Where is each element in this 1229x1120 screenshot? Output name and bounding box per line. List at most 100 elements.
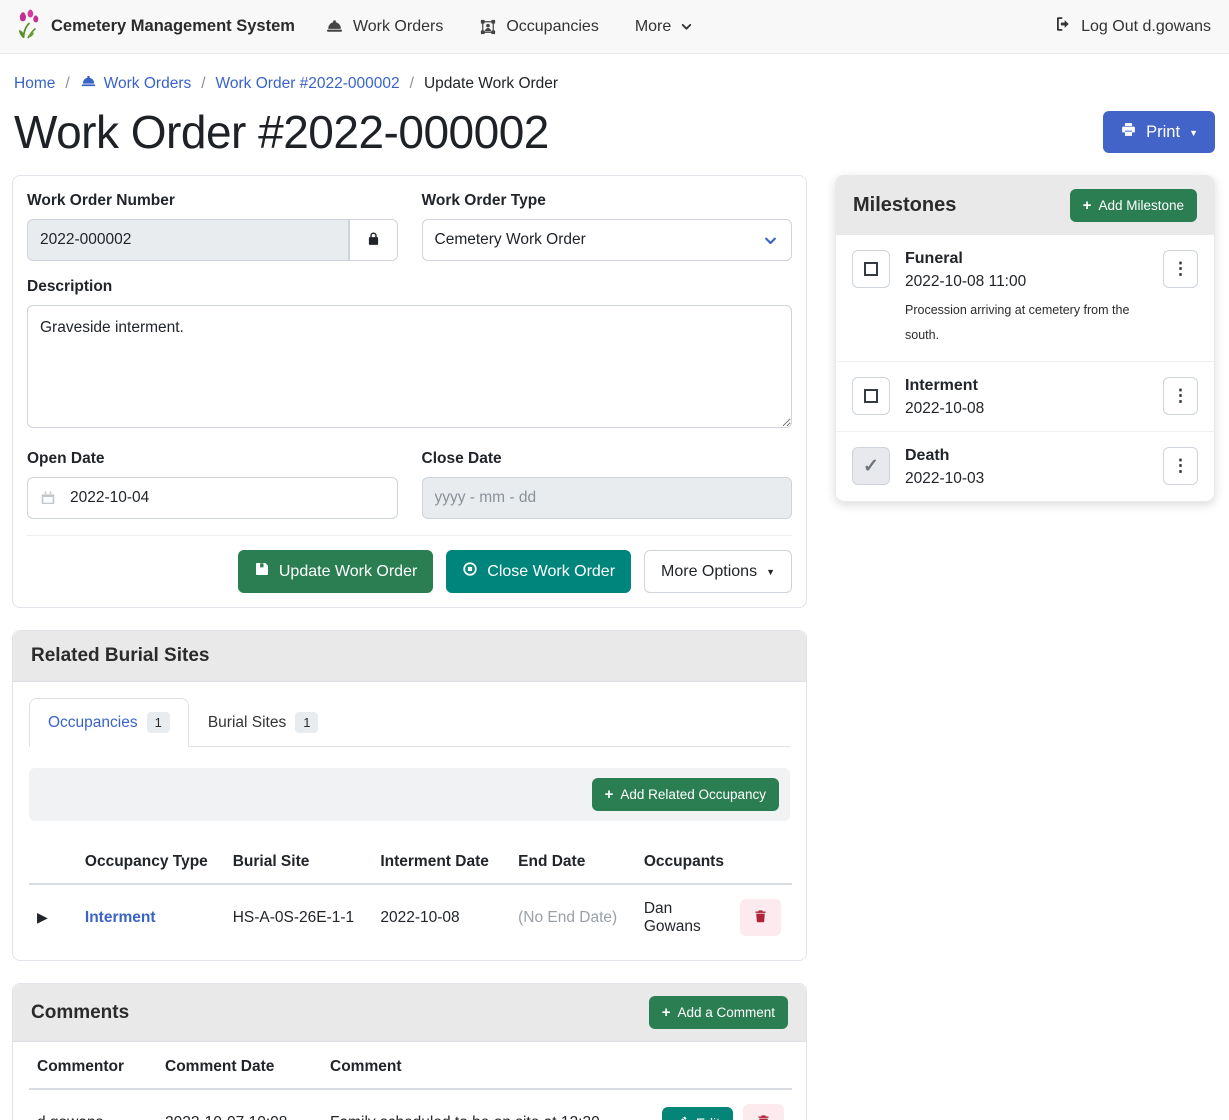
nav-more[interactable]: More	[635, 18, 693, 36]
delete-occupancy-button[interactable]	[739, 899, 781, 936]
milestone-checkbox[interactable]	[852, 250, 890, 288]
work-order-number-input	[27, 219, 349, 261]
commentor-header: Commentor	[29, 1048, 157, 1090]
kebab-icon: ⋮	[1172, 259, 1189, 278]
work-order-type-value: Cemetery Work Order	[434, 231, 586, 248]
open-date-input[interactable]	[27, 477, 398, 519]
comment-header: Comment	[322, 1048, 654, 1090]
row-expander-play-icon[interactable]: ▶	[37, 908, 48, 925]
comments-card: Comments + Add a Comment Commentor Comme…	[12, 983, 807, 1120]
calendar-icon	[40, 490, 56, 506]
related-burial-sites-title: Related Burial Sites	[31, 645, 210, 666]
occupancy-type-link[interactable]: Interment	[84, 908, 156, 926]
logout-icon	[1054, 15, 1072, 38]
close-date-input[interactable]	[421, 477, 792, 519]
page-title: Work Order #2022-000002	[14, 106, 549, 158]
breadcrumb-separator: /	[409, 75, 414, 92]
occupant-frame-icon	[479, 18, 497, 36]
tulip-logo-icon	[16, 9, 42, 44]
comments-header: Comments + Add a Comment	[13, 984, 806, 1042]
edit-comment-label: Edit	[696, 1115, 720, 1120]
breadcrumb-home[interactable]: Home	[14, 75, 56, 92]
main-content: Work Order Number Work Order	[0, 159, 1229, 1120]
comment-table-row: d.gowans 2022-10-07 10:08 Family schedul…	[29, 1089, 792, 1120]
add-comment-button[interactable]: + Add a Comment	[648, 996, 788, 1029]
burial-site-cell: HS-A-0S-26E-1-1	[232, 908, 355, 926]
nav-work-orders-label: Work Orders	[352, 17, 444, 35]
related-burial-sites-header: Related Burial Sites	[13, 631, 806, 682]
breadcrumb: Home / Work Orders / Work Order #2022-00…	[0, 54, 1229, 95]
milestone-menu-button[interactable]: ⋮	[1163, 250, 1198, 288]
tab-occupancies-count: 1	[146, 712, 170, 733]
tab-occupancies-label: Occupancies	[48, 713, 138, 731]
milestones-panel: Milestones + Add Milestone Funeral 2022-…	[835, 175, 1215, 502]
comment-actions-header	[653, 1048, 792, 1090]
plus-icon: +	[604, 786, 614, 803]
occupancies-toolbar: + Add Related Occupancy	[29, 768, 790, 821]
close-work-order-label: Close Work Order	[487, 562, 616, 580]
expander-column-header	[29, 843, 77, 885]
close-date-label: Close Date	[421, 450, 502, 467]
add-milestone-button[interactable]: + Add Milestone	[1069, 189, 1197, 222]
breadcrumb-work-order[interactable]: Work Order #2022-000002	[215, 75, 400, 92]
comment-date-header: Comment Date	[157, 1048, 322, 1090]
milestone-body: Interment 2022-10-08	[905, 377, 1148, 418]
comments-table: Commentor Comment Date Comment d.gowans …	[29, 1048, 792, 1120]
chevron-down-icon	[680, 20, 693, 33]
add-related-occupancy-button[interactable]: + Add Related Occupancy	[591, 778, 779, 811]
breadcrumb-work-orders[interactable]: Work Orders	[80, 73, 191, 95]
occupants-header: Occupants	[635, 843, 732, 885]
print-button[interactable]: Print ▼	[1103, 111, 1215, 153]
kebab-icon: ⋮	[1172, 456, 1189, 475]
breadcrumb-separator: /	[201, 75, 206, 92]
tab-burial-sites-count: 1	[295, 712, 319, 733]
left-column: Work Order Number Work Order	[12, 175, 807, 1120]
plus-icon: +	[1082, 197, 1092, 214]
interment-date-header: Interment Date	[372, 843, 511, 885]
nav-more-label: More	[634, 17, 672, 35]
tab-burial-sites-label: Burial Sites	[207, 713, 287, 731]
milestone-title: Funeral	[905, 250, 963, 267]
stop-circle-icon	[462, 561, 478, 582]
milestone-item-interment: Interment 2022-10-08 ⋮	[836, 362, 1214, 432]
milestone-checkbox[interactable]	[852, 377, 890, 415]
description-textarea[interactable]: Graveside interment.	[27, 305, 792, 428]
occupancy-table-row: ▶ Interment HS-A-0S-26E-1-1 2022-10-08 (…	[29, 884, 792, 950]
open-date-label: Open Date	[27, 450, 105, 467]
top-navbar: Cemetery Management System Work Orders O…	[0, 0, 1229, 54]
work-order-form-card: Work Order Number Work Order	[12, 175, 807, 608]
comments-title: Comments	[31, 1001, 130, 1023]
hard-hat-icon	[80, 73, 97, 95]
nav-occupancies[interactable]: Occupancies	[479, 18, 599, 36]
nav-occupancies-label: Occupancies	[506, 17, 599, 35]
description-field-group: Description Graveside interment.	[27, 278, 792, 433]
lock-button[interactable]	[348, 219, 398, 261]
print-label: Print	[1146, 122, 1181, 141]
milestone-checkbox-checked[interactable]: ✓	[852, 447, 890, 485]
logout-button[interactable]: Log Out d.gowans	[1054, 15, 1211, 38]
caret-down-icon: ▼	[766, 567, 775, 577]
kebab-icon: ⋮	[1172, 386, 1189, 405]
nav-work-orders[interactable]: Work Orders	[325, 17, 443, 36]
add-comment-label: Add a Comment	[677, 1005, 775, 1020]
work-order-type-label: Work Order Type	[421, 192, 546, 209]
trash-icon	[756, 1113, 771, 1120]
open-date-field-group: Open Date	[27, 450, 398, 519]
work-order-number-field-group: Work Order Number	[27, 192, 398, 261]
page-header: Work Order #2022-000002 Print ▼	[0, 95, 1229, 159]
more-options-button[interactable]: More Options ▼	[644, 550, 792, 593]
milestone-menu-button[interactable]: ⋮	[1163, 447, 1198, 485]
close-work-order-button[interactable]: Close Work Order	[446, 550, 632, 593]
work-order-type-select[interactable]: Cemetery Work Order	[421, 219, 792, 261]
work-order-number-label: Work Order Number	[27, 192, 175, 209]
close-date-field-group: Close Date	[421, 450, 792, 519]
tab-burial-sites[interactable]: Burial Sites 1	[189, 698, 338, 747]
update-work-order-button[interactable]: Update Work Order	[237, 550, 434, 593]
tab-occupancies[interactable]: Occupancies 1	[29, 698, 189, 747]
comment-cell: Family scheduled to be on site at 12:30.	[322, 1089, 654, 1120]
milestone-menu-button[interactable]: ⋮	[1163, 377, 1198, 415]
delete-comment-button[interactable]	[743, 1104, 784, 1120]
edit-comment-button[interactable]: Edit	[661, 1106, 733, 1120]
brand[interactable]: Cemetery Management System	[16, 9, 295, 44]
more-options-label: More Options	[661, 562, 758, 580]
